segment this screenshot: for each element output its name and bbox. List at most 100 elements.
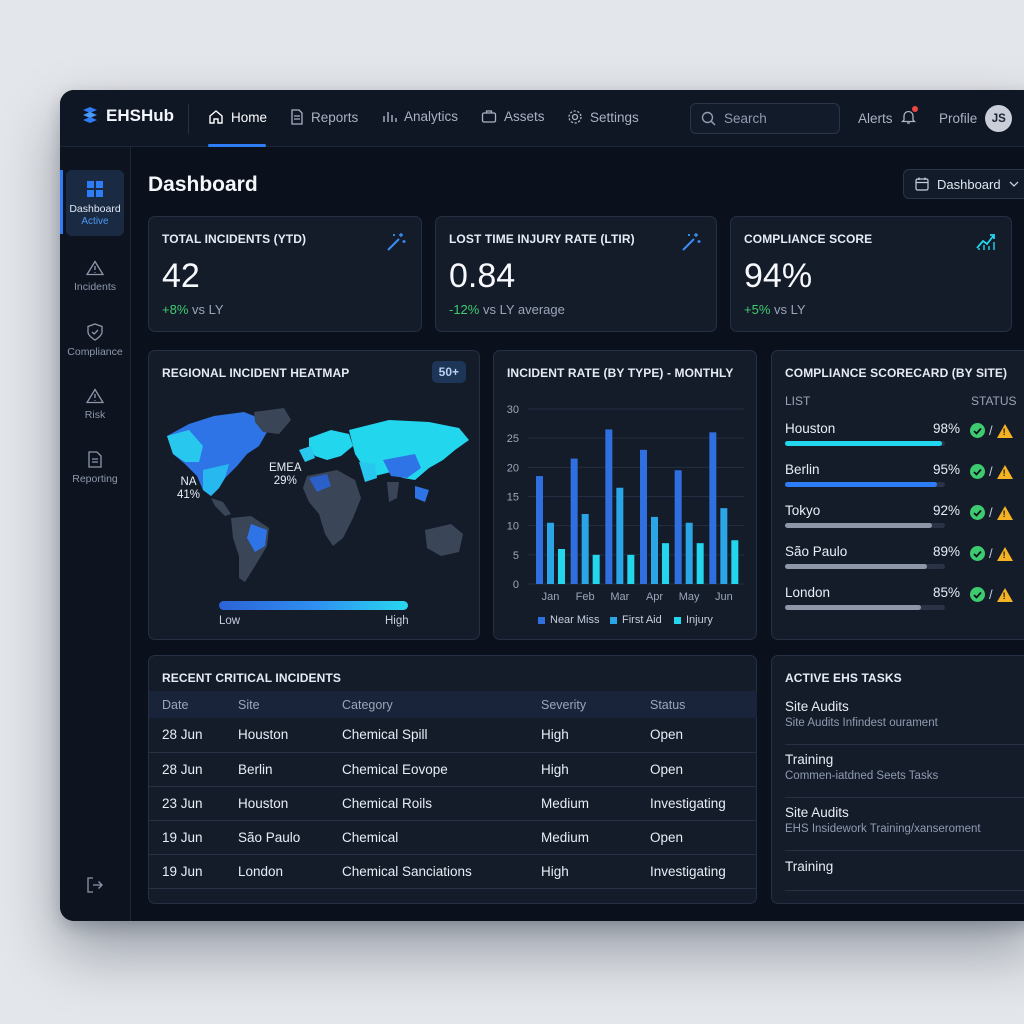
severity-cell: Medium <box>528 786 637 820</box>
column-header[interactable]: Date <box>149 691 225 718</box>
bar-injury[interactable] <box>697 543 704 584</box>
map-label-emea: EMEA 29% <box>269 462 302 488</box>
sidebar-item-risk[interactable]: Risk <box>66 372 124 436</box>
bar-near-miss[interactable] <box>605 429 612 584</box>
kpi-card-compliance-score[interactable]: COMPLIANCE SCORE 94% +5% vs LY <box>730 216 1012 332</box>
search-input[interactable]: Search <box>690 103 840 134</box>
active-tab-indicator <box>208 144 266 147</box>
kpi-delta: +8% vs LY <box>162 302 224 317</box>
legend-item-injury: Injury <box>674 614 713 626</box>
table-row[interactable]: 19 Jun London Chemical Sanciations High Inve… <box>149 854 757 888</box>
task-item[interactable]: Site Audits Site Audits Infindest ouramen… <box>785 699 1024 745</box>
severity-cell: High <box>528 752 637 786</box>
site-score: 92% <box>933 503 960 518</box>
alerts-button[interactable]: Alerts <box>858 109 916 128</box>
trend-up-icon[interactable] <box>975 231 997 256</box>
x-tick-label: Mar <box>610 591 629 603</box>
sidebar-item-compliance[interactable]: Compliance <box>66 308 124 372</box>
kpi-card-ltir[interactable]: LOST TIME INJURY RATE (LTIR) 0.84 -12% v… <box>435 216 717 332</box>
incident-rate-chart-card: INCIDENT RATE (BY TYPE) - MONTHLY 30 25 20… <box>493 350 757 640</box>
logout-icon <box>86 876 104 894</box>
site-score: 85% <box>933 585 960 600</box>
incidents-table: Date Site Category Severity Status 28 Ju… <box>149 691 757 889</box>
category-cell: Chemical Sanciations <box>329 854 528 888</box>
scorecard-row[interactable]: São Paulo 89% /! <box>785 544 1017 574</box>
date-cell: 19 Jun <box>149 854 225 888</box>
sidebar-item-reporting[interactable]: Reporting <box>66 436 124 500</box>
nav-settings-label: Settings <box>590 110 639 125</box>
app-logo[interactable]: EHSHub <box>80 106 174 126</box>
site-name: Houston <box>785 421 835 436</box>
category-cell: Chemical Eovope <box>329 752 528 786</box>
bar-first-aid[interactable] <box>686 523 693 584</box>
bar-injury[interactable] <box>627 555 634 584</box>
world-map[interactable] <box>159 406 474 591</box>
nav-assets[interactable]: Assets <box>481 109 545 124</box>
site-cell: São Paulo <box>225 820 329 854</box>
magic-wand-icon[interactable] <box>385 231 407 258</box>
column-header[interactable]: Status <box>637 691 757 718</box>
profile-label: Profile <box>939 111 977 126</box>
scorecard-row[interactable]: London 85% /! <box>785 585 1017 615</box>
task-item[interactable]: Training <box>785 859 1024 891</box>
magic-wand-icon[interactable] <box>680 231 702 258</box>
scorecard-row[interactable]: Berlin 95% /! <box>785 462 1017 492</box>
category-cell: Chemical <box>329 820 528 854</box>
nav-reports[interactable]: Reports <box>290 109 358 125</box>
nav-analytics[interactable]: Analytics <box>382 109 458 124</box>
date-cell: 28 Jun <box>149 718 225 752</box>
legend-swatch <box>538 617 545 624</box>
sidebar-item-dashboard[interactable]: Dashboard Active <box>66 170 124 236</box>
kpi-card-total-incidents[interactable]: TOTAL INCIDENTS (YTD) 42 +8% vs LY <box>148 216 422 332</box>
task-item[interactable]: Training Commen-iatdned Seets Tasks <box>785 752 1024 798</box>
profile-menu[interactable]: Profile JS <box>939 105 1012 132</box>
x-tick-label: Apr <box>646 591 663 603</box>
task-item[interactable]: Site Audits EHS Insidework Training/xanse… <box>785 805 1024 851</box>
table-row[interactable]: 23 Jun Houston Chemical Roils Medium Investi… <box>149 786 757 820</box>
sidebar-item-incidents[interactable]: Incidents <box>66 244 124 308</box>
bar-first-aid[interactable] <box>582 514 589 584</box>
scorecard-row[interactable]: Tokyo 92% /! <box>785 503 1017 533</box>
severity-cell: Medium <box>528 820 637 854</box>
warning-icon: ! <box>997 547 1013 561</box>
table-row[interactable]: 19 Jun São Paulo Chemical Medium Open <box>149 820 757 854</box>
nav-settings[interactable]: Settings <box>567 109 639 125</box>
site-name: São Paulo <box>785 544 847 559</box>
recent-incidents-card: RECENT CRITICAL INCIDENTS Date Site Cate… <box>148 655 757 904</box>
scorecard-row[interactable]: Houston 98% /! <box>785 421 1017 451</box>
table-row[interactable]: 28 Jun Berlin Chemical Eovope High Open <box>149 752 757 786</box>
bar-near-miss[interactable] <box>640 450 647 584</box>
bar-injury[interactable] <box>731 540 738 584</box>
bar-near-miss[interactable] <box>709 432 716 584</box>
check-circle-icon <box>970 587 985 602</box>
bar-near-miss[interactable] <box>536 476 543 584</box>
bar-first-aid[interactable] <box>547 523 554 584</box>
category-cell: Chemical Spill <box>329 718 528 752</box>
logout-button[interactable] <box>86 876 104 899</box>
bar-near-miss[interactable] <box>675 470 682 584</box>
check-circle-icon <box>970 546 985 561</box>
status-indicators: /! <box>970 464 1013 479</box>
bar-first-aid[interactable] <box>720 508 727 584</box>
avatar[interactable]: JS <box>985 105 1012 132</box>
bar-first-aid[interactable] <box>616 488 623 584</box>
bar-injury[interactable] <box>558 549 565 584</box>
bar-first-aid[interactable] <box>651 517 658 584</box>
table-header-row: Date Site Category Severity Status <box>149 691 757 718</box>
table-row[interactable]: 28 Jun Houston Chemical Spill High Open <box>149 718 757 752</box>
view-select-dropdown[interactable]: Dashboard <box>903 169 1024 199</box>
column-header[interactable]: Severity <box>528 691 637 718</box>
grid-icon <box>86 180 104 198</box>
nav-analytics-label: Analytics <box>404 109 458 124</box>
column-header[interactable]: Site <box>225 691 329 718</box>
bar-injury[interactable] <box>662 543 669 584</box>
sidebar: Dashboard Active Incidents Compliance Ri… <box>60 147 131 921</box>
nav-home[interactable]: Home <box>208 109 267 125</box>
bar-chart[interactable]: 30 25 20 15 10 5 0 Jan Feb Mar Apr May Jun <box>494 351 758 641</box>
column-header[interactable]: Category <box>329 691 528 718</box>
region-value: 41% <box>177 489 200 502</box>
bar-near-miss[interactable] <box>571 459 578 584</box>
x-tick-label: Feb <box>576 591 595 603</box>
legend-label: Near Miss <box>550 614 600 626</box>
bar-injury[interactable] <box>593 555 600 584</box>
